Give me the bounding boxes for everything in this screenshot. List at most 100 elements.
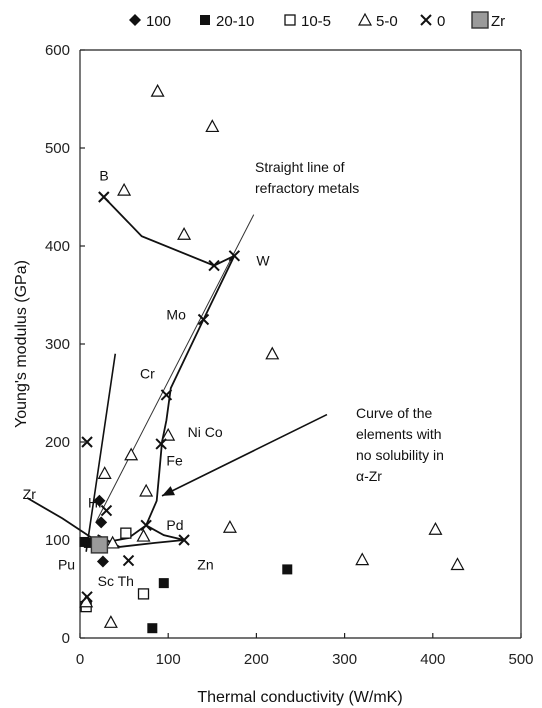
point-x	[98, 191, 110, 203]
point-diamond	[93, 494, 106, 507]
point-triangle	[265, 346, 280, 360]
point-x	[228, 250, 241, 262]
annotation-line: refractory metals	[255, 180, 359, 196]
legend-marker	[129, 14, 141, 26]
legend-label: 0	[437, 13, 445, 30]
y-tick-label: 0	[62, 630, 70, 647]
point-x	[160, 389, 173, 401]
no-solubility-curve	[101, 255, 236, 544]
point-triangle	[136, 528, 151, 542]
point-x	[178, 534, 190, 546]
point-diamond	[96, 555, 109, 568]
point-triangle	[177, 226, 192, 240]
annotation-line: elements with	[356, 426, 442, 442]
legend-marker	[284, 14, 296, 26]
x-tick-label: 0	[76, 651, 84, 668]
point-triangle	[161, 427, 176, 441]
element-label: W	[256, 253, 270, 269]
point-triangle	[103, 615, 118, 628]
legend-marker	[200, 15, 210, 25]
point-square-filled	[282, 564, 293, 575]
element-label: Mo	[166, 307, 186, 323]
point-triangle	[97, 466, 112, 479]
point-x	[208, 259, 220, 272]
annotation-line: Straight line of	[255, 159, 345, 175]
element-label: Sc Th	[98, 573, 134, 589]
point-x	[81, 436, 93, 448]
element-label: Fe	[166, 453, 183, 469]
element-label: Cr	[140, 365, 155, 381]
element-label: Ni Co	[188, 424, 223, 440]
zr-curve	[26, 497, 100, 544]
annotation-line: no solubility in	[356, 447, 444, 463]
element-label: Hf	[88, 495, 102, 511]
annotation-line: α-Zr	[356, 468, 382, 484]
point-square-filled	[83, 537, 94, 548]
upper-curve	[103, 196, 235, 267]
point-triangle	[150, 83, 165, 97]
legend-label: 5-0	[376, 13, 398, 30]
element-labels: B W Mo Cr Ni Co Fe Zr Hf Pd Zn Pu Sc Th	[23, 167, 271, 589]
point-triangle	[105, 535, 120, 549]
point-x	[140, 519, 152, 532]
pointer-line	[161, 413, 328, 497]
point-square-open	[137, 588, 150, 600]
point-square-filled	[158, 578, 169, 589]
point-triangle	[124, 447, 139, 461]
element-label: B	[99, 167, 108, 183]
legend-label: 100	[146, 13, 171, 30]
x-tick-label: 500	[508, 651, 533, 668]
point-square-filled	[147, 623, 158, 634]
point-triangle	[117, 182, 132, 196]
point-triangle	[428, 521, 443, 535]
pointer-arrowhead	[162, 486, 175, 496]
point-square-open	[120, 527, 132, 539]
legend-marker	[357, 12, 373, 26]
point-x	[197, 313, 210, 326]
point-x	[100, 504, 113, 517]
point-triangle	[450, 557, 465, 571]
x-axis-title: Thermal conductivity (W/mK)	[197, 689, 402, 706]
element-label: Zn	[197, 556, 213, 572]
data-points	[79, 83, 465, 634]
point-x	[155, 438, 167, 450]
point-triangle	[355, 552, 370, 566]
point-triangle	[139, 483, 154, 497]
y-tick-label: 400	[45, 238, 70, 255]
curves	[26, 196, 255, 548]
lower-curve	[97, 534, 185, 548]
y-axis-title: Young's modulus (GPa)	[13, 260, 30, 428]
legend-marker	[420, 14, 432, 26]
y-tick-label: 300	[45, 336, 70, 353]
annotation-line: Curve of the	[356, 405, 432, 421]
y-tick-label: 200	[45, 434, 70, 451]
element-label: Pu	[58, 556, 75, 572]
point-triangle	[222, 520, 237, 533]
axes	[79, 49, 522, 639]
point-x	[81, 591, 93, 603]
legend-marker	[471, 11, 489, 29]
x-tick-label: 200	[244, 651, 269, 668]
ticks: 0 100 200 300 400 500 600 0 100 200 300 400 500	[45, 42, 534, 668]
y-tick-label: 600	[45, 42, 70, 59]
x-tick-label: 400	[420, 651, 445, 668]
legend-label: Zr	[491, 13, 505, 30]
point-triangle	[205, 119, 220, 133]
point-x	[122, 554, 135, 567]
element-label: Pd	[166, 517, 183, 533]
legend-label: 10-5	[301, 13, 331, 30]
pointer-line	[85, 353, 117, 552]
annotations: Straight line of refractory metals Curve o…	[85, 159, 444, 552]
point-square-gray	[90, 536, 109, 554]
legend-label: 20-10	[216, 13, 254, 30]
refractory-straight-line	[95, 214, 255, 523]
x-tick-label: 300	[332, 651, 357, 668]
pd-branch-curve	[145, 524, 185, 541]
y-tick-label: 500	[45, 140, 70, 157]
point-diamond	[95, 516, 108, 529]
legend: 100 20-10 10-5 5-0 0 Zr	[129, 11, 505, 30]
x-tick-label: 100	[156, 651, 181, 668]
y-tick-label: 100	[45, 532, 70, 549]
element-label: Zr	[23, 486, 37, 502]
